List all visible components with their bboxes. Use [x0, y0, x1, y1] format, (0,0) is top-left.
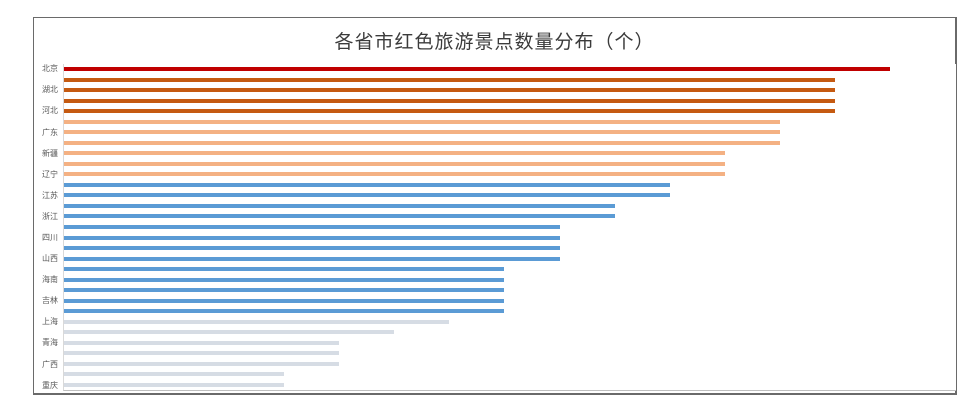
y-axis-label — [34, 349, 63, 360]
bar — [64, 67, 890, 72]
bar-row — [64, 369, 956, 380]
bar-row — [64, 264, 956, 275]
y-axis-label — [34, 328, 63, 339]
y-axis-label: 重庆 — [42, 380, 58, 390]
bar — [64, 235, 560, 240]
y-axis-label: 山西 — [42, 254, 58, 264]
bar — [64, 77, 835, 82]
y-axis-label: 青海 — [42, 338, 58, 348]
bar-row — [64, 222, 956, 233]
bar-row — [64, 117, 956, 128]
bar-row — [64, 316, 956, 327]
chart-frame: 各省市红色旅游景点数量分布（个） 北京湖北河北广东新疆辽宁江苏浙江四川山西海南吉… — [33, 17, 957, 395]
bar-row — [64, 348, 956, 359]
bar — [64, 351, 340, 356]
y-axis-label — [34, 138, 63, 149]
y-axis-label — [34, 180, 63, 191]
y-axis-label — [34, 96, 63, 107]
bar — [64, 161, 725, 166]
y-axis-label: 四川 — [42, 233, 58, 243]
bar — [64, 119, 780, 124]
bar — [64, 203, 615, 208]
bar-row — [64, 180, 956, 191]
bar-row — [64, 169, 956, 180]
bar-row — [64, 337, 956, 348]
y-axis-labels: 北京湖北河北广东新疆辽宁江苏浙江四川山西海南吉林上海青海广西重庆 — [34, 64, 63, 391]
y-axis-label — [34, 264, 63, 275]
bar — [64, 372, 285, 377]
bar — [64, 88, 835, 93]
bar-row — [64, 201, 956, 212]
y-axis-label — [34, 117, 63, 128]
bar-row — [64, 75, 956, 86]
chart-title: 各省市红色旅游景点数量分布（个） — [334, 32, 655, 53]
y-axis-label: 浙江 — [42, 211, 58, 221]
bar — [64, 109, 835, 114]
y-axis-label: 广西 — [42, 359, 58, 369]
bar — [64, 246, 560, 251]
y-axis-label: 广东 — [42, 127, 58, 137]
y-axis-label: 新疆 — [42, 148, 58, 158]
bar — [64, 361, 340, 366]
bar-row — [64, 106, 956, 117]
bar — [64, 130, 780, 135]
bar — [64, 340, 340, 345]
bar-row — [64, 379, 956, 390]
bar — [64, 256, 560, 261]
bar-row — [64, 243, 956, 254]
bar-row — [64, 159, 956, 170]
bar-row — [64, 232, 956, 243]
y-axis-label — [34, 285, 63, 296]
bar-row — [64, 127, 956, 138]
bar — [64, 193, 670, 198]
y-axis-label — [34, 370, 63, 381]
bar-row — [64, 148, 956, 159]
bar-row — [64, 211, 956, 222]
bar-row — [64, 96, 956, 107]
y-axis-label — [34, 243, 63, 254]
bar-row — [64, 253, 956, 264]
bar-row — [64, 306, 956, 317]
y-axis-label — [34, 75, 63, 86]
y-axis-label — [34, 307, 63, 318]
bar — [64, 140, 780, 145]
bar — [64, 267, 505, 272]
bar-row — [64, 285, 956, 296]
bar-row — [64, 358, 956, 369]
bar — [64, 319, 450, 324]
bar — [64, 151, 725, 156]
bar — [64, 214, 615, 219]
bar-row — [64, 64, 956, 75]
y-axis-label: 北京 — [42, 64, 58, 74]
y-axis-label: 河北 — [42, 106, 58, 116]
y-axis-label: 辽宁 — [42, 169, 58, 179]
bar-row — [64, 295, 956, 306]
bar-row — [64, 138, 956, 149]
y-axis-label: 湖北 — [42, 85, 58, 95]
bar — [64, 172, 725, 177]
y-axis-label — [34, 222, 63, 233]
bar — [64, 330, 395, 335]
bar-row — [64, 327, 956, 338]
bar-row — [64, 190, 956, 201]
bar — [64, 309, 505, 314]
plot-region: 北京湖北河北广东新疆辽宁江苏浙江四川山西海南吉林上海青海广西重庆 — [34, 64, 956, 391]
y-axis-label: 江苏 — [42, 190, 58, 200]
bar-row — [64, 274, 956, 285]
y-axis-label — [34, 201, 63, 212]
plot-area — [63, 64, 956, 391]
bar — [64, 182, 670, 187]
y-axis-label — [34, 159, 63, 170]
y-axis-label: 吉林 — [42, 296, 58, 306]
y-axis-label: 上海 — [42, 317, 58, 327]
y-axis-label: 海南 — [42, 275, 58, 285]
bar — [64, 298, 505, 303]
bar-row — [64, 85, 956, 96]
bar — [64, 382, 285, 387]
bar — [64, 288, 505, 293]
bar — [64, 98, 835, 103]
bar — [64, 224, 560, 229]
bar — [64, 277, 505, 282]
